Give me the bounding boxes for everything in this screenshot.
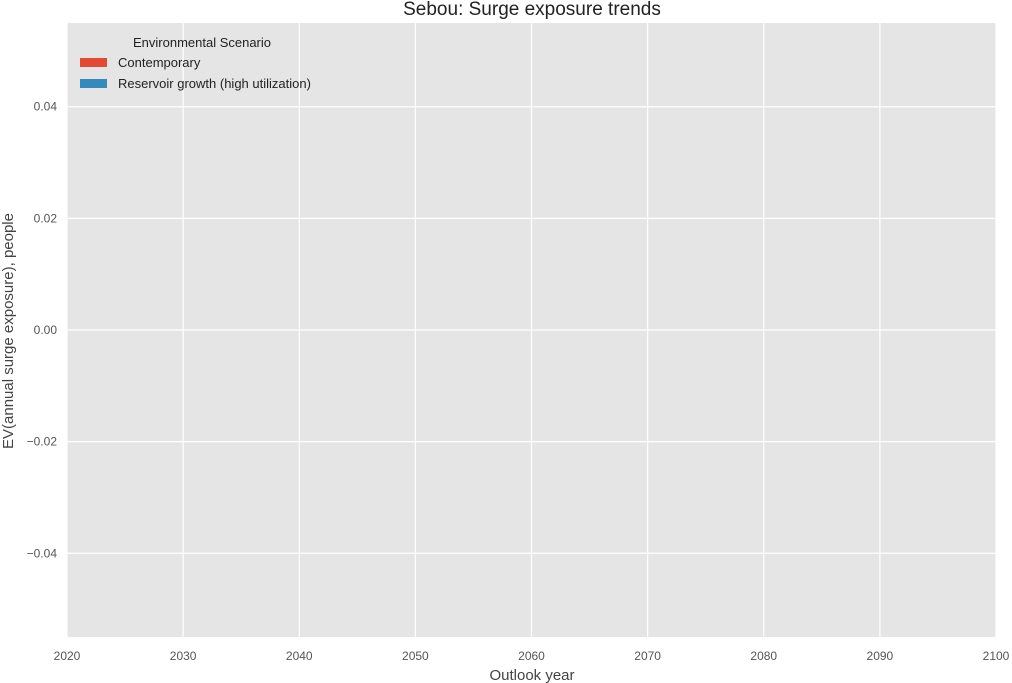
x-tick-label: 2030 bbox=[170, 649, 197, 663]
x-tick-label: 2020 bbox=[54, 649, 81, 663]
y-tick-label: −0.02 bbox=[27, 435, 58, 449]
y-axis-label: EV(annual surge exposure), people bbox=[0, 213, 17, 449]
y-axis-ticks: −0.04 −0.02 0.00 0.02 0.04 bbox=[27, 100, 58, 561]
legend-entry-label: Reservoir growth (high utilization) bbox=[118, 76, 311, 91]
x-tick-label: 2080 bbox=[750, 649, 777, 663]
x-tick-label: 2040 bbox=[286, 649, 313, 663]
x-axis-label: Outlook year bbox=[489, 667, 574, 683]
legend-swatch bbox=[80, 58, 107, 67]
legend: Environmental Scenario Contemporary Reser… bbox=[80, 35, 311, 91]
x-tick-label: 2070 bbox=[634, 649, 661, 663]
x-axis-ticks: 2020 2030 2040 2050 2060 2070 2080 2090 2100 bbox=[54, 649, 1010, 663]
y-tick-label: −0.04 bbox=[27, 546, 58, 560]
x-tick-label: 2050 bbox=[402, 649, 429, 663]
y-tick-label: 0.02 bbox=[34, 211, 58, 225]
x-tick-label: 2100 bbox=[983, 649, 1010, 663]
x-tick-label: 2090 bbox=[867, 649, 894, 663]
y-tick-label: 0.00 bbox=[34, 323, 58, 337]
legend-title: Environmental Scenario bbox=[133, 35, 271, 50]
grid-lines bbox=[66, 23, 997, 637]
legend-swatch bbox=[80, 79, 107, 88]
legend-entry-label: Contemporary bbox=[118, 55, 201, 70]
y-tick-label: 0.04 bbox=[34, 100, 58, 114]
x-tick-label: 2060 bbox=[518, 649, 545, 663]
chart-title: Sebou: Surge exposure trends bbox=[403, 0, 661, 20]
